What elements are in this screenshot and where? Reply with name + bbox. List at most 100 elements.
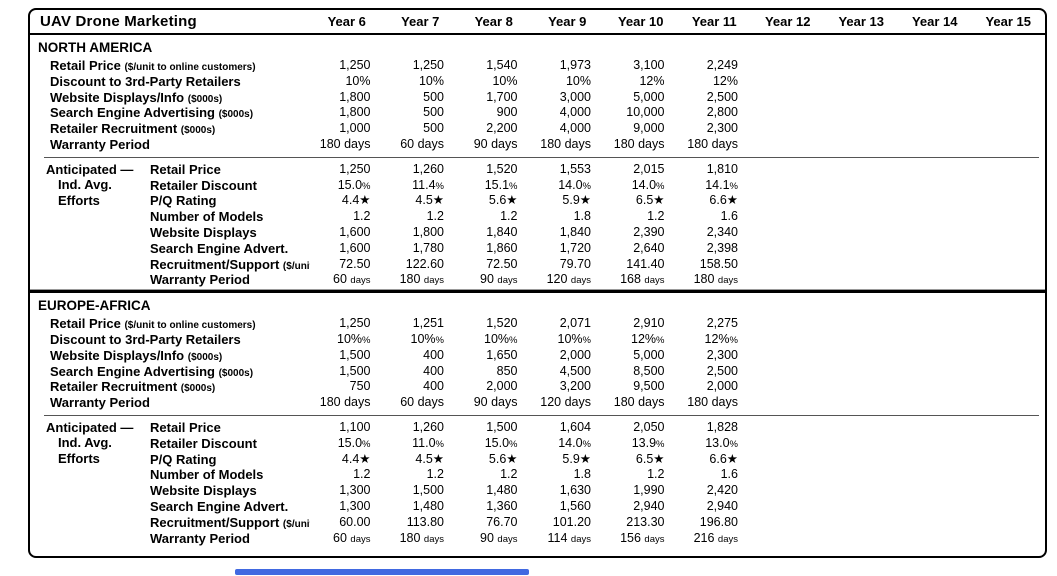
- year-value-cell: 12%: [639, 73, 665, 88]
- year-value-cell: [751, 515, 825, 531]
- year-value-cell: [972, 58, 1046, 74]
- year-value-cell: [751, 209, 825, 225]
- anticipated-row: Retailer Discount 15.0% 11.0% 15.0% 14.0% 13.…: [150, 436, 1045, 452]
- year-value-cell: 213.30: [626, 514, 665, 529]
- row-label: Retailer Discount: [150, 435, 257, 451]
- year-value-cell: 14.0%: [558, 435, 591, 450]
- year-value-cell: [751, 58, 825, 74]
- row-unit-note: ($000s): [187, 93, 223, 105]
- unit-suffix: %: [729, 334, 738, 346]
- year-value-cell: 5.9★: [562, 193, 591, 208]
- year-value-cell: [825, 162, 899, 178]
- year-value-cell: 72.50: [486, 256, 518, 271]
- year-value-cell: [825, 209, 899, 225]
- year-value-cell: [972, 467, 1046, 483]
- year-value-cell: 6.6★: [709, 193, 738, 208]
- year-value-cell: 6.5★: [635, 451, 665, 466]
- year-value-cell: [825, 499, 899, 515]
- year-value-cell: 4.5★: [415, 193, 444, 208]
- year-value-cell: [898, 467, 972, 483]
- year-value-cell: [898, 272, 972, 288]
- anticipated-row: Website Displays 1,600 1,800 1,840 1,840 2,39…: [150, 225, 1045, 241]
- year-value-cell: 5.9★: [562, 451, 591, 466]
- year-value-cell: 10%: [345, 73, 371, 88]
- year-column-header: Year 7: [401, 14, 440, 29]
- year-value-cell: 156 days: [620, 530, 665, 545]
- year-value-cell: [972, 272, 1046, 288]
- year-value-cell: [898, 420, 972, 436]
- year-value-cell: 2,910: [633, 316, 665, 331]
- year-value-cell: 1,720: [559, 240, 591, 255]
- year-value-cell: 3,100: [633, 58, 665, 72]
- year-value-cell: 79.70: [559, 256, 591, 271]
- year-value-cell: [972, 483, 1046, 499]
- year-value-cell: [825, 452, 899, 468]
- decision-row: Retail Price ($/unit to online customers…: [30, 316, 1045, 332]
- year-value-cell: [825, 74, 899, 90]
- year-value-cell: [825, 105, 899, 121]
- year-value-cell: [751, 193, 825, 209]
- row-label: Retailer Recruitment ($000s): [50, 379, 216, 395]
- year-value-cell: [898, 515, 972, 531]
- year-value-cell: 4,000: [559, 121, 591, 136]
- year-value-cell: [898, 332, 972, 348]
- year-column-header: Year 13: [838, 14, 885, 29]
- year-value-cell: 1,600: [339, 224, 371, 239]
- unit-suffix: %: [656, 180, 665, 192]
- year-value-cell: [972, 178, 1046, 194]
- decision-row: Search Engine Advertising ($000s) 1,800 50…: [30, 105, 1045, 121]
- year-value-cell: 10%%: [484, 331, 518, 346]
- year-value-cell: [825, 395, 899, 411]
- year-value-cell: 114 days: [547, 530, 591, 545]
- year-value-cell: 1,973: [559, 58, 591, 72]
- row-label: Search Engine Advertising ($000s): [50, 363, 254, 379]
- year-value-cell: 1,250: [339, 161, 371, 176]
- unit-suffix: %: [582, 180, 591, 192]
- year-value-cell: [825, 332, 899, 348]
- year-value-cell: 1.2: [353, 467, 371, 482]
- year-value-cell: 12%%: [631, 331, 665, 346]
- year-value-cell: 120 days: [546, 272, 591, 287]
- unit-suffix: %: [435, 438, 444, 450]
- year-column-header: Year 8: [474, 14, 513, 29]
- year-value-cell: 10%: [418, 73, 444, 88]
- year-value-cell: [825, 137, 899, 153]
- year-value-cell: 1,500: [486, 419, 518, 434]
- year-value-cell: [972, 121, 1046, 137]
- decision-row: Discount to 3rd-Party Retailers 10% 10% 10%…: [30, 74, 1045, 90]
- anticipated-block: Anticipated — Ind. Avg. Efforts Retail Pric…: [30, 420, 1045, 546]
- year-value-cell: 14.1%: [705, 177, 738, 192]
- row-label: Retail Price ($/unit to online customers…: [50, 316, 256, 332]
- unit-suffix: %: [435, 180, 444, 192]
- year-value-cell: 1,860: [486, 240, 518, 255]
- year-value-cell: 2,200: [486, 121, 518, 136]
- year-value-cell: [751, 379, 825, 395]
- year-value-cell: 180 days: [687, 395, 738, 410]
- year-value-cell: 180 days: [693, 272, 738, 287]
- year-value-cell: 5,000: [633, 89, 665, 104]
- year-value-cell: 2,015: [633, 161, 665, 176]
- anticipated-group-label-line: Efforts: [58, 192, 100, 208]
- table-body: NORTH AMERICA Retail Price ($/unit to onl…: [30, 35, 1045, 546]
- anticipated-row: Number of Models 1.2 1.2 1.2 1.8 1.2 1.6: [150, 209, 1045, 225]
- year-value-cell: [751, 483, 825, 499]
- row-unit-note: ($/unit to online customers): [124, 320, 256, 332]
- year-value-cell: [825, 364, 899, 380]
- row-unit-note: ($000s): [187, 351, 223, 363]
- year-value-cell: 2,390: [633, 224, 665, 239]
- year-value-cell: [898, 193, 972, 209]
- year-value-cell: 4.4★: [341, 451, 371, 466]
- year-value-cell: [825, 483, 899, 499]
- row-label: Number of Models: [150, 209, 264, 225]
- year-value-cell: [898, 209, 972, 225]
- horizontal-scrollbar-thumb[interactable]: [235, 569, 529, 575]
- row-label: Retailer Recruitment ($000s): [50, 121, 216, 137]
- unit-suffix: days: [644, 275, 665, 287]
- year-value-cell: 400: [423, 347, 444, 362]
- year-value-cell: 4,500: [559, 363, 591, 378]
- row-label: Retailer Discount: [150, 177, 257, 193]
- year-value-cell: 1.6: [720, 209, 738, 224]
- year-value-cell: [751, 332, 825, 348]
- year-value-cell: 10%: [565, 73, 591, 88]
- year-value-cell: 1,800: [339, 89, 371, 104]
